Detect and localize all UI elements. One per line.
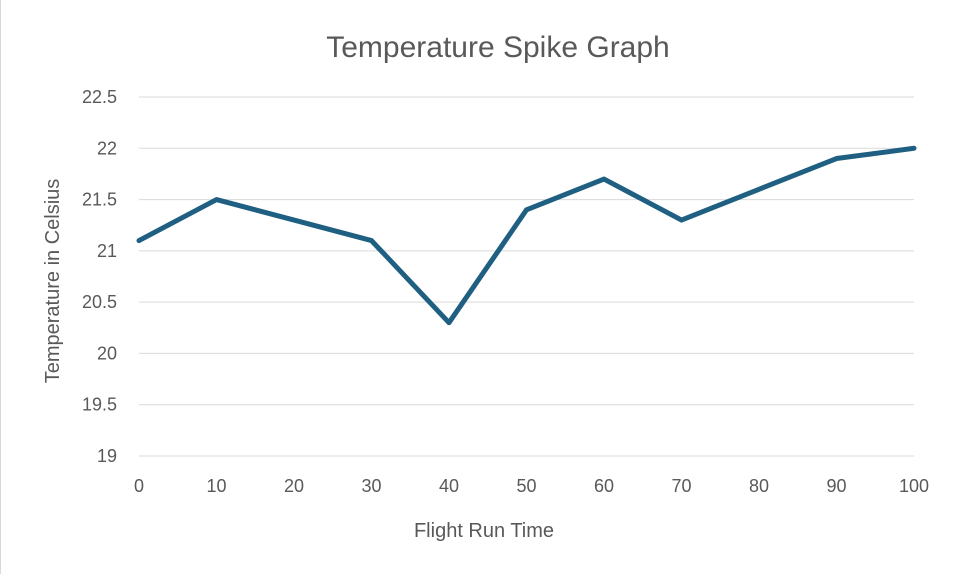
x-tick-label: 70 <box>671 476 691 496</box>
data-point <box>756 187 762 192</box>
x-tick-label: 30 <box>361 476 381 496</box>
data-point <box>911 146 917 151</box>
series-group <box>136 145 917 326</box>
y-tick-label: 21.5 <box>82 190 117 210</box>
data-point <box>679 217 684 223</box>
y-tick-label: 22.5 <box>82 87 117 107</box>
y-tick-label: 20 <box>97 343 117 363</box>
data-point <box>834 156 839 161</box>
y-axis-ticks: 19 19.5 20 20.5 21 21.5 22 22.5 <box>82 87 117 466</box>
x-tick-label: 40 <box>439 476 459 496</box>
x-axis-ticks: 0 10 20 30 40 50 60 70 80 90 100 <box>134 476 929 496</box>
data-point <box>446 320 452 325</box>
data-point <box>524 207 529 213</box>
x-tick-label: 90 <box>826 476 846 496</box>
x-tick-label: 60 <box>594 476 614 496</box>
x-axis-label: Flight Run Time <box>414 520 554 542</box>
x-tick-label: 0 <box>134 476 144 496</box>
x-tick-label: 50 <box>516 476 536 496</box>
data-point <box>291 217 297 223</box>
series-line <box>136 145 917 326</box>
gridlines <box>139 96 914 457</box>
chart-title: Temperature Spike Graph <box>326 31 670 64</box>
y-tick-label: 22 <box>97 138 117 158</box>
x-tick-label: 100 <box>899 476 929 496</box>
data-point <box>369 238 374 243</box>
data-point <box>136 238 142 243</box>
y-tick-label: 21 <box>97 241 117 261</box>
y-tick-label: 19.5 <box>82 395 117 415</box>
x-tick-label: 80 <box>749 476 769 496</box>
data-point <box>601 176 607 182</box>
data-point <box>214 197 219 202</box>
y-axis-label: Temperature in Celsius <box>42 179 64 384</box>
y-tick-label: 19 <box>97 446 117 466</box>
x-tick-label: 20 <box>284 476 304 496</box>
x-tick-label: 10 <box>206 476 226 496</box>
y-tick-label: 20.5 <box>82 292 117 312</box>
